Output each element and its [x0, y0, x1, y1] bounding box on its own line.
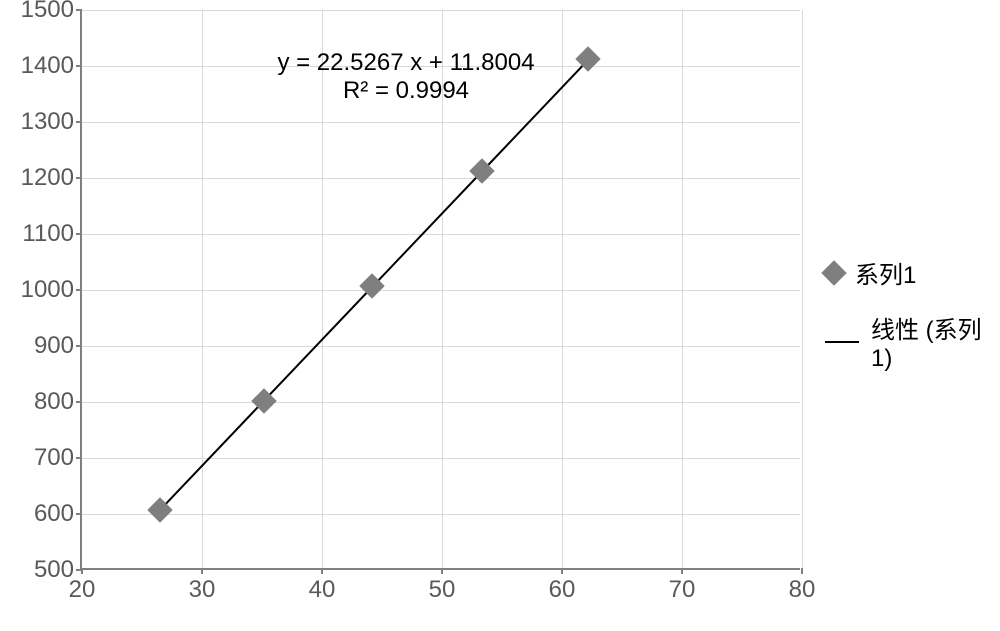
x-tick-mark: [321, 568, 323, 574]
diamond-marker-icon: [821, 260, 846, 285]
line-icon: [825, 341, 859, 343]
y-tick-label: 1300: [21, 108, 82, 136]
gridline-vertical: [562, 10, 563, 568]
legend-label: 线性 (系列1): [871, 310, 1000, 373]
y-tick-label: 900: [34, 332, 82, 360]
gridline-horizontal: [82, 234, 800, 235]
y-tick-label: 700: [34, 444, 82, 472]
x-tick-mark: [681, 568, 683, 574]
legend: 系列1 线性 (系列1): [825, 255, 1000, 373]
gridline-horizontal: [82, 514, 800, 515]
y-tick-mark: [76, 401, 82, 403]
gridline-horizontal: [82, 402, 800, 403]
y-tick-mark: [76, 65, 82, 67]
chart-container: 5006007008009001000110012001300140015002…: [0, 0, 1000, 631]
equation-text: y = 22.5267 x + 11.8004: [277, 49, 534, 77]
y-tick-label: 800: [34, 388, 82, 416]
y-tick-mark: [76, 121, 82, 123]
x-tick-mark: [81, 568, 83, 574]
legend-item: 系列1: [825, 255, 1000, 290]
x-tick-mark: [201, 568, 203, 574]
gridline-horizontal: [82, 346, 800, 347]
y-tick-mark: [76, 233, 82, 235]
legend-item: 线性 (系列1): [825, 310, 1000, 373]
y-tick-mark: [76, 457, 82, 459]
gridline-horizontal: [82, 458, 800, 459]
y-tick-mark: [76, 345, 82, 347]
x-tick-mark: [801, 568, 803, 574]
y-tick-label: 1100: [22, 220, 82, 248]
plot-area: 5006007008009001000110012001300140015002…: [80, 10, 800, 570]
gridline-vertical: [682, 10, 683, 568]
y-tick-mark: [76, 9, 82, 11]
gridline-horizontal: [82, 122, 800, 123]
r-squared-text: R² = 0.9994: [277, 77, 534, 105]
y-tick-mark: [76, 177, 82, 179]
y-tick-mark: [76, 513, 82, 515]
y-tick-label: 1500: [21, 0, 82, 24]
gridline-horizontal: [82, 10, 800, 11]
y-tick-label: 1200: [21, 164, 82, 192]
y-tick-mark: [76, 289, 82, 291]
gridline-vertical: [802, 10, 803, 568]
trendline-annotation: y = 22.5267 x + 11.8004R² = 0.9994: [277, 49, 534, 105]
gridline-horizontal: [82, 290, 800, 291]
x-tick-mark: [561, 568, 563, 574]
y-tick-label: 1400: [21, 52, 82, 80]
gridline-horizontal: [82, 178, 800, 179]
y-tick-label: 1000: [21, 276, 82, 304]
x-tick-mark: [441, 568, 443, 574]
gridline-vertical: [202, 10, 203, 568]
y-tick-label: 600: [34, 500, 82, 528]
legend-label: 系列1: [855, 255, 916, 290]
